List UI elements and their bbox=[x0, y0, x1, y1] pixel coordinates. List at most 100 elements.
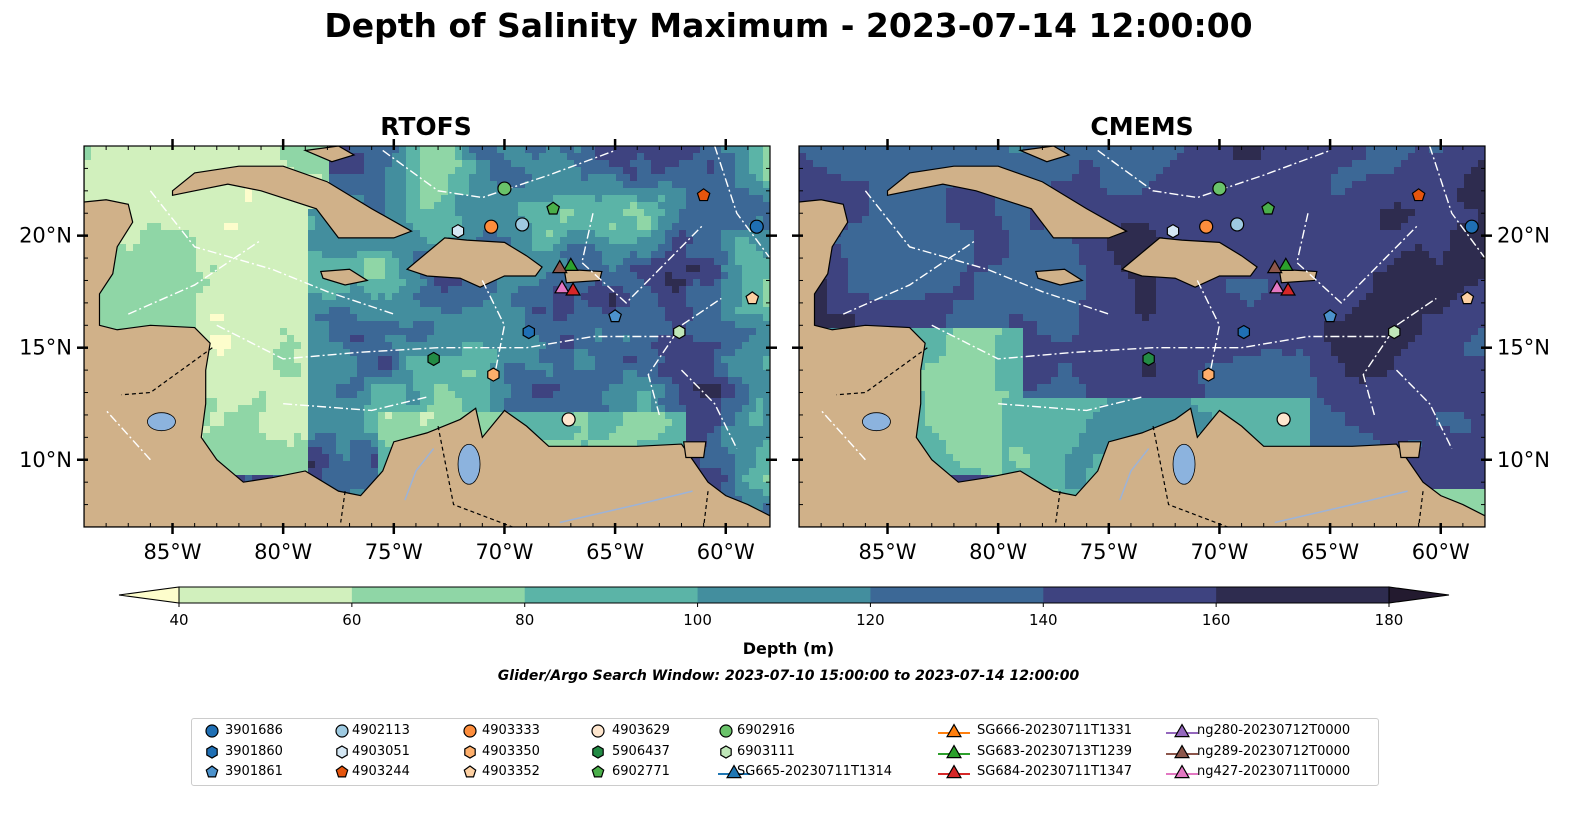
legend-label: 3901686 bbox=[225, 723, 283, 738]
eez-boundary bbox=[864, 190, 1110, 315]
legend-marker bbox=[591, 724, 605, 738]
legend-label: 3901860 bbox=[225, 743, 283, 759]
eez-boundary bbox=[998, 396, 1143, 412]
observation-marker bbox=[745, 291, 760, 305]
land-mass bbox=[683, 441, 707, 459]
land-mass bbox=[1120, 237, 1258, 288]
legend-marker bbox=[592, 744, 604, 759]
eez-boundary bbox=[216, 324, 671, 360]
observation-marker bbox=[546, 201, 561, 215]
observation-markers bbox=[427, 181, 764, 427]
legend-marker bbox=[1174, 723, 1190, 738]
observation-marker bbox=[1202, 367, 1215, 382]
colorbar-extend-low bbox=[118, 586, 180, 604]
lon-tick-label: 80°W bbox=[969, 540, 1027, 564]
legend-marker bbox=[205, 765, 219, 778]
observation-marker bbox=[1230, 217, 1245, 232]
eez-boundary bbox=[1395, 369, 1453, 449]
legend-label: 6902916 bbox=[737, 723, 795, 738]
observation-marker bbox=[1388, 324, 1401, 340]
colorbar-segment bbox=[1216, 587, 1390, 603]
legend-swatch bbox=[591, 765, 605, 778]
legend-marker bbox=[946, 723, 962, 738]
observation-marker bbox=[1266, 259, 1283, 274]
legend-marker bbox=[719, 724, 733, 738]
legend-marker bbox=[206, 744, 218, 759]
land-mass bbox=[171, 165, 413, 239]
eez-boundary bbox=[127, 239, 262, 315]
legend-swatch bbox=[1166, 764, 1198, 779]
eez-boundary bbox=[105, 409, 151, 461]
observation-marker bbox=[696, 188, 711, 202]
legend-swatch bbox=[206, 744, 218, 759]
lon-tick-label: 70°W bbox=[1190, 540, 1248, 564]
legend-marker bbox=[946, 743, 962, 758]
lat-tick-label: 15°N bbox=[19, 336, 72, 360]
lake-nicaragua bbox=[147, 412, 176, 432]
eez-boundary bbox=[680, 369, 738, 449]
country-border bbox=[1055, 491, 1061, 523]
legend-swatch bbox=[1166, 743, 1198, 758]
legend-marker bbox=[726, 764, 742, 779]
legend-swatch bbox=[1166, 723, 1198, 738]
observation-marker bbox=[1212, 181, 1227, 196]
observation-marker bbox=[1269, 279, 1285, 294]
observation-marker bbox=[749, 219, 764, 234]
legend-marker bbox=[1174, 764, 1190, 779]
legend-label: 3901861 bbox=[225, 764, 283, 779]
eez-boundary bbox=[820, 409, 866, 461]
panel-title-rtofs: RTOFS bbox=[380, 112, 472, 141]
eez-boundary bbox=[149, 190, 395, 315]
observation-marker bbox=[554, 279, 570, 294]
colorbar-segment bbox=[524, 587, 699, 603]
colorbar-label: Depth (m) bbox=[742, 639, 835, 658]
eez-boundary bbox=[481, 280, 506, 382]
legend-marker bbox=[946, 764, 962, 779]
lon-tick-label: 60°W bbox=[697, 540, 755, 564]
lon-tick-label: 60°W bbox=[1412, 540, 1470, 564]
river bbox=[1119, 448, 1150, 501]
land-mass bbox=[319, 268, 369, 286]
land-mass bbox=[1398, 441, 1422, 459]
legend-marker bbox=[336, 744, 348, 759]
legend-label: 4903629 bbox=[612, 723, 670, 738]
map-frame bbox=[798, 145, 1486, 528]
lon-tick-label: 85°W bbox=[144, 540, 202, 564]
observation-marker bbox=[451, 223, 465, 239]
colorbar-tick-label: 140 bbox=[1029, 611, 1058, 629]
salinity-depth-field bbox=[799, 146, 1485, 527]
colorbar-tick-label: 160 bbox=[1202, 611, 1231, 629]
land-mass bbox=[799, 146, 1485, 527]
lat-tick-label: 15°N bbox=[1497, 336, 1550, 360]
country-border bbox=[1152, 426, 1230, 527]
lake-maracaibo bbox=[1172, 443, 1196, 485]
lake-nicaragua bbox=[862, 412, 891, 432]
legend-swatch bbox=[592, 744, 604, 759]
observation-marker bbox=[1199, 219, 1214, 234]
legend-label: ng427-20230711T0000 bbox=[1197, 764, 1351, 779]
country-border bbox=[340, 491, 346, 523]
legend-label: ng280-20230712T0000 bbox=[1197, 723, 1351, 738]
legend-label: 4902113 bbox=[352, 723, 410, 738]
colorbar-segment bbox=[179, 587, 353, 603]
eez-boundary bbox=[1097, 149, 1331, 199]
legend-label: 4903352 bbox=[482, 764, 540, 779]
legend-marker bbox=[335, 724, 349, 738]
lon-tick-label: 85°W bbox=[859, 540, 917, 564]
observation-marker bbox=[608, 309, 622, 323]
land-mass bbox=[886, 165, 1128, 239]
map-panel-cmems: 85°W 80°W 75°W 70°W 65°W 60°W 10°N 15°N 20°N bbox=[792, 139, 1550, 564]
legend-swatch bbox=[720, 744, 732, 759]
map-frame bbox=[83, 145, 771, 528]
legend-marker bbox=[335, 765, 349, 778]
legend-label: SG684-20230711T1347 bbox=[977, 764, 1133, 779]
legend-marker bbox=[463, 765, 477, 778]
eez-boundary bbox=[1196, 280, 1221, 382]
legend-swatch bbox=[591, 724, 605, 738]
observation-marker bbox=[1280, 281, 1297, 296]
lat-tick-label: 10°N bbox=[1497, 448, 1550, 472]
observation-marker bbox=[562, 257, 579, 271]
observation-marker bbox=[1464, 219, 1479, 234]
observation-marker bbox=[1277, 257, 1294, 271]
legend-label: 5906437 bbox=[612, 743, 670, 759]
